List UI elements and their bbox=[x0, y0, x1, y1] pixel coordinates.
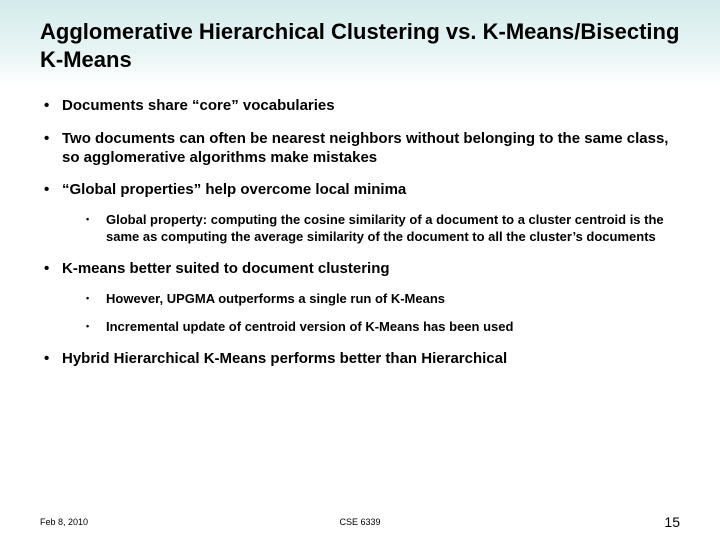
sub-bullet-list: However, UPGMA outperforms a single run … bbox=[62, 291, 680, 337]
footer-date: Feb 8, 2010 bbox=[40, 517, 253, 527]
slide-title: Agglomerative Hierarchical Clustering vs… bbox=[40, 18, 690, 73]
sub-bullet-item: Incremental update of centroid version o… bbox=[62, 319, 680, 336]
slide-footer: Feb 8, 2010 CSE 6339 15 bbox=[0, 514, 720, 530]
sub-bullet-item: However, UPGMA outperforms a single run … bbox=[62, 291, 680, 308]
bullet-item: K-means better suited to document cluste… bbox=[40, 260, 680, 337]
bullet-item: “Global properties” help overcome local … bbox=[40, 181, 680, 246]
bullet-item: Documents share “core” vocabularies bbox=[40, 97, 680, 116]
bullet-list: Documents share “core” vocabularies Two … bbox=[40, 97, 680, 369]
footer-course: CSE 6339 bbox=[253, 517, 466, 527]
footer-page-number: 15 bbox=[467, 514, 680, 530]
bullet-text: K-means better suited to document cluste… bbox=[62, 260, 390, 277]
slide-header: Agglomerative Hierarchical Clustering vs… bbox=[0, 0, 720, 87]
bullet-item: Hybrid Hierarchical K-Means performs bet… bbox=[40, 350, 680, 369]
sub-bullet-item: Global property: computing the cosine si… bbox=[62, 212, 680, 246]
sub-bullet-list: Global property: computing the cosine si… bbox=[62, 212, 680, 246]
bullet-item: Two documents can often be nearest neigh… bbox=[40, 130, 680, 168]
slide-content: Documents share “core” vocabularies Two … bbox=[0, 87, 720, 369]
bullet-text: “Global properties” help overcome local … bbox=[62, 181, 406, 198]
